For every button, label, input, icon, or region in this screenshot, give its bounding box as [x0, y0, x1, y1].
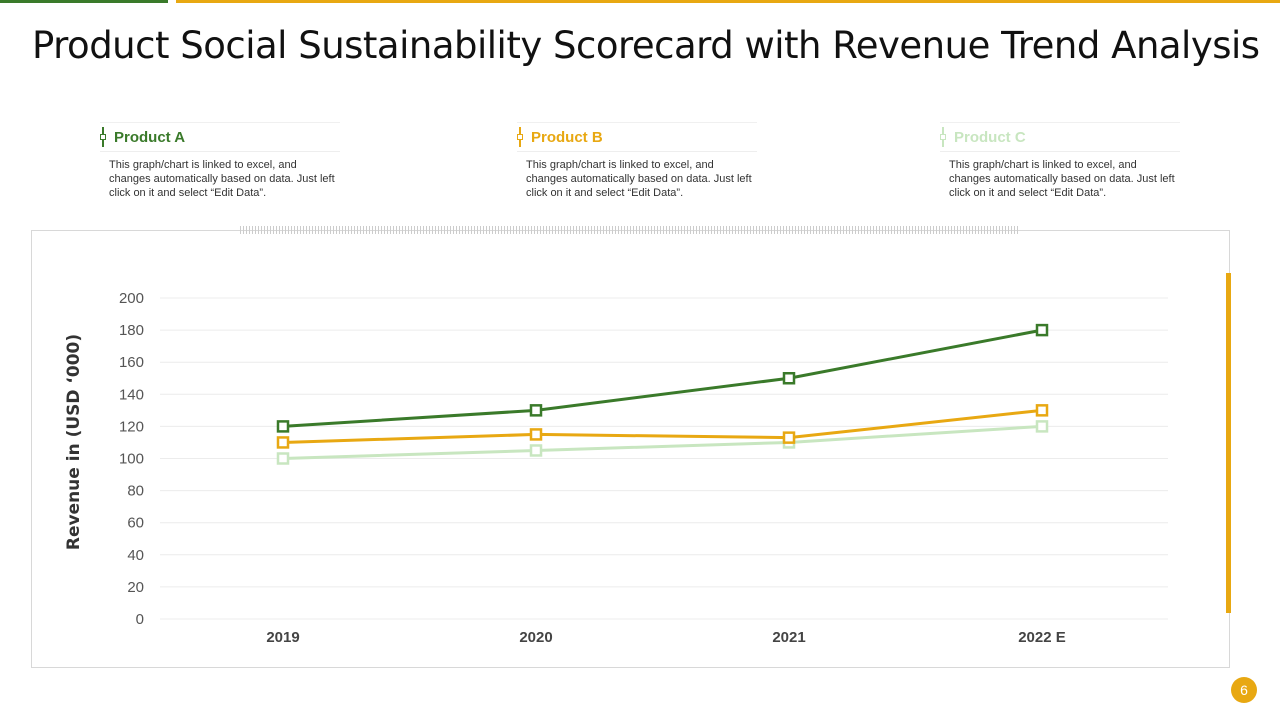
y-tick-label: 140 — [119, 386, 144, 403]
y-tick-label: 160 — [119, 354, 144, 371]
top-accent-green — [0, 0, 168, 3]
data-point — [1035, 404, 1049, 417]
page-title: Product Social Sustainability Scorecard … — [32, 24, 1260, 67]
y-tick-label: 60 — [127, 515, 144, 532]
data-point — [1035, 323, 1049, 337]
top-accent-orange — [176, 0, 1280, 3]
legend-description: This graph/chart is linked to excel, and… — [526, 159, 752, 199]
y-tick-label: 40 — [127, 547, 144, 564]
x-tick-label: 2019 — [266, 629, 299, 646]
data-point — [529, 428, 543, 441]
page-number: 6 — [1231, 677, 1257, 703]
legend-label: Product A — [114, 128, 186, 146]
legend-description: This graph/chart is linked to excel, and… — [109, 159, 335, 199]
series-line — [282, 424, 1043, 460]
legend-description: This graph/chart is linked to excel, and… — [949, 159, 1175, 199]
legend-marker-icon — [100, 127, 106, 147]
legend-product-a: Product A This graph/chart is linked to … — [100, 122, 340, 200]
series-line — [282, 328, 1043, 428]
legend-product-b: Product B This graph/chart is linked to … — [517, 122, 757, 200]
y-tick-label: 180 — [119, 322, 144, 339]
data-point — [276, 436, 290, 449]
decorative-ticks — [240, 226, 1018, 234]
legend-label: Product C — [954, 128, 1026, 146]
x-tick-label: 2020 — [519, 629, 552, 646]
data-point — [276, 452, 290, 465]
data-point — [782, 372, 796, 385]
data-point — [1035, 420, 1049, 433]
data-point — [529, 404, 543, 417]
legend-marker-icon — [940, 127, 946, 147]
data-point — [782, 431, 796, 444]
y-tick-label: 0 — [136, 611, 144, 628]
y-tick-label: 80 — [127, 483, 144, 500]
data-point — [529, 444, 543, 457]
y-tick-label: 20 — [127, 579, 144, 596]
y-tick-label: 120 — [119, 418, 144, 435]
x-tick-label: 2021 — [772, 629, 805, 646]
legend-product-c: Product C This graph/chart is linked to … — [940, 122, 1180, 200]
y-tick-label: 100 — [119, 451, 144, 468]
legend-label: Product B — [531, 128, 603, 146]
side-accent-bar — [1226, 273, 1231, 613]
data-point — [276, 420, 290, 433]
x-tick-label: 2022 E — [1018, 629, 1066, 646]
series-line — [282, 408, 1043, 444]
legend-marker-icon — [517, 127, 523, 147]
y-tick-label: 200 — [119, 290, 144, 307]
